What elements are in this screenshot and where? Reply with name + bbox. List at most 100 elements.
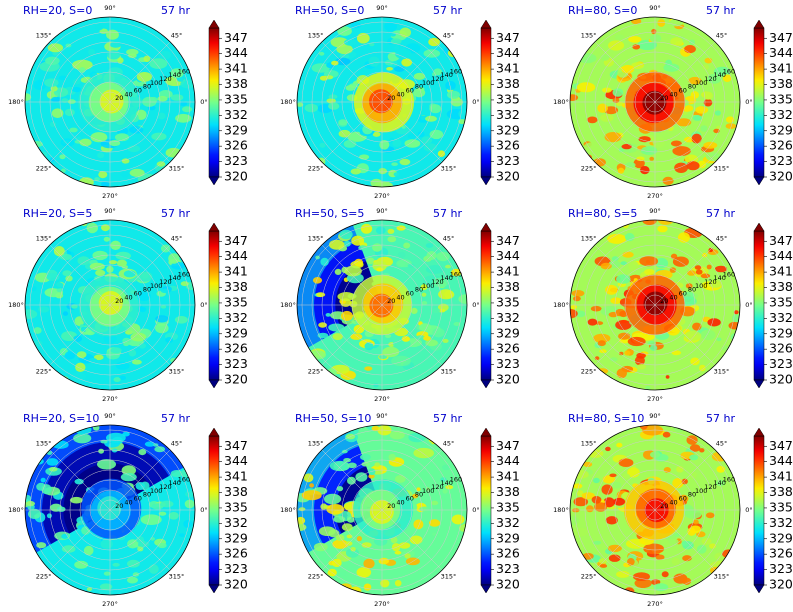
band-cell — [126, 48, 139, 56]
radial-tick-label: 160 — [178, 67, 190, 75]
band-cell — [36, 542, 47, 549]
colorbar-tick-label: 341 — [224, 61, 248, 76]
band-cell — [575, 310, 586, 318]
colorbar-extend-min — [208, 379, 220, 389]
band-cell — [440, 477, 447, 482]
band-cell — [703, 91, 713, 100]
band-cell — [129, 168, 145, 177]
colorbar-tick-label: 323 — [224, 561, 248, 576]
band-cell — [33, 79, 46, 91]
band-cell — [95, 23, 104, 31]
band-cell — [346, 534, 353, 539]
radial-tick-label: 20 — [660, 94, 668, 102]
band-cell — [416, 487, 421, 492]
colorbar-gradient — [480, 27, 492, 178]
angular-gridline — [49, 41, 111, 103]
band-cell — [587, 318, 598, 326]
band-cell — [722, 74, 732, 82]
radial-tick-label: 120 — [704, 483, 716, 491]
colorbar-tick-label: 338 — [496, 279, 520, 294]
band-cell — [669, 267, 677, 273]
colorbar-gradient — [753, 27, 765, 178]
band-cell — [98, 171, 108, 179]
band-cell — [581, 492, 595, 500]
band-cell — [73, 335, 83, 343]
angular-gridline — [321, 509, 383, 571]
radial-tick-label: 120 — [431, 483, 443, 491]
core-ring — [98, 291, 123, 316]
band-cell — [88, 48, 95, 56]
radial-tick-label: 60 — [406, 495, 414, 503]
band-cell — [413, 447, 435, 459]
band-cell — [107, 50, 121, 60]
band-cell — [115, 361, 130, 370]
band-cell — [64, 351, 76, 360]
angle-tick-label: 180° — [553, 301, 569, 309]
band-cell — [138, 449, 147, 456]
band-cell — [130, 332, 147, 342]
band-cell — [593, 540, 602, 545]
radial-tick-label: 20 — [387, 297, 395, 305]
band-cell — [409, 535, 423, 545]
angle-tick-label: 315° — [169, 572, 185, 580]
radial-tick-label: 40 — [124, 293, 132, 301]
band-cell — [576, 82, 596, 93]
band-cell — [111, 448, 118, 453]
polar-frame — [296, 16, 468, 188]
colorbar-tick-label: 344 — [496, 248, 520, 263]
colorbar-tick-label: 335 — [224, 499, 248, 514]
band-cell — [410, 307, 418, 314]
band-cell — [66, 341, 72, 347]
radial-tick-label: 60 — [406, 290, 414, 298]
band-cell — [25, 309, 38, 320]
band-cell — [345, 548, 360, 558]
band-cell — [386, 67, 393, 71]
core-ring — [97, 496, 122, 521]
colorbar-tick-label: 341 — [769, 469, 793, 484]
colorbar-extend-max — [208, 19, 220, 29]
band-cell — [101, 181, 110, 187]
panel-time: 57 hr — [161, 412, 190, 425]
band-cell — [605, 446, 611, 452]
band-cell — [154, 446, 166, 453]
angular-gridline — [49, 304, 111, 366]
band-cell — [412, 493, 419, 499]
band-cell — [704, 57, 713, 64]
panel-title: RH=50, S=0 — [295, 4, 364, 17]
angle-tick-label: 0° — [745, 98, 752, 106]
angular-gridline — [381, 244, 443, 306]
band-cell — [687, 270, 696, 276]
band-cell — [612, 97, 620, 103]
colorbar-tick-label: 329 — [496, 122, 520, 137]
angle-tick-label: 225° — [308, 367, 324, 375]
band-cell — [715, 479, 726, 487]
band-cell — [71, 86, 82, 93]
colorbar-extend-max — [480, 222, 492, 232]
angular-gridline — [594, 449, 656, 511]
colorbar-tick-label: 320 — [224, 372, 248, 387]
band-cell — [611, 256, 619, 262]
band-cell — [64, 108, 75, 117]
band-cell — [50, 85, 58, 92]
band-cell — [143, 55, 151, 62]
band-cell — [649, 345, 658, 351]
band-cell — [119, 375, 127, 380]
band-cell — [609, 357, 618, 362]
polar-grid — [25, 220, 195, 390]
colorbar-tick-label: 341 — [224, 469, 248, 484]
angular-gridline — [654, 304, 716, 366]
colorbar-tick-label: 338 — [769, 76, 793, 91]
band-cell — [301, 490, 322, 501]
band-cell — [58, 75, 68, 81]
band-cell — [686, 435, 698, 445]
colorbar-tick-label: 347 — [496, 438, 520, 453]
angle-tick-label: 315° — [441, 367, 457, 375]
angle-tick-label: 180° — [553, 98, 569, 106]
band-cell — [661, 571, 669, 578]
polar-grid — [25, 425, 195, 595]
band-cell — [701, 537, 712, 545]
band-cell — [331, 60, 339, 66]
angular-gridline — [654, 509, 716, 571]
band-cell — [320, 257, 329, 266]
